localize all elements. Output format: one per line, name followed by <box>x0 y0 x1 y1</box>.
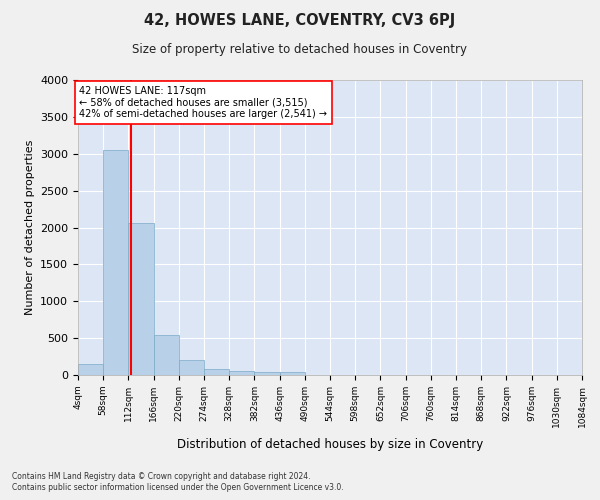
Bar <box>254 372 280 375</box>
Bar <box>280 372 305 375</box>
Bar <box>103 150 128 375</box>
Text: Contains public sector information licensed under the Open Government Licence v3: Contains public sector information licen… <box>12 484 344 492</box>
X-axis label: Distribution of detached houses by size in Coventry: Distribution of detached houses by size … <box>177 438 483 451</box>
Bar <box>204 369 229 375</box>
Bar <box>128 223 154 375</box>
Text: Contains HM Land Registry data © Crown copyright and database right 2024.: Contains HM Land Registry data © Crown c… <box>12 472 311 481</box>
Text: 42, HOWES LANE, COVENTRY, CV3 6PJ: 42, HOWES LANE, COVENTRY, CV3 6PJ <box>145 12 455 28</box>
Bar <box>179 360 204 375</box>
Text: 42 HOWES LANE: 117sqm
← 58% of detached houses are smaller (3,515)
42% of semi-d: 42 HOWES LANE: 117sqm ← 58% of detached … <box>79 86 328 119</box>
Text: Size of property relative to detached houses in Coventry: Size of property relative to detached ho… <box>133 42 467 56</box>
Y-axis label: Number of detached properties: Number of detached properties <box>25 140 35 315</box>
Bar <box>78 364 103 375</box>
Bar <box>229 371 254 375</box>
Bar <box>154 334 179 375</box>
